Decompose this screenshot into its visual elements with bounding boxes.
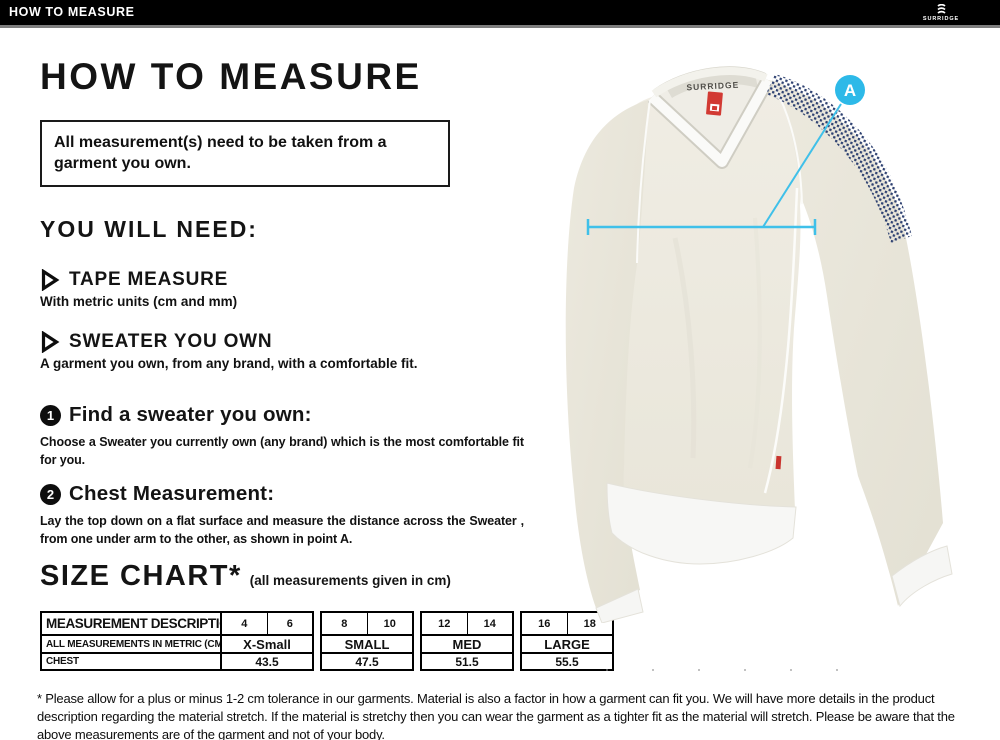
marker-a-label: A [844, 81, 856, 100]
step-2: 2 Chest Measurement: Lay the top down on… [40, 482, 524, 548]
sweater-left-cuff [595, 588, 644, 624]
table-header: ALL MEASUREMENTS IN METRIC (CM) [42, 634, 226, 652]
size-group-label: LARGE [522, 634, 612, 652]
collar-brand-text: SURRIDGE [686, 80, 739, 93]
sweater-svg: SURRIDGE [565, 66, 953, 624]
size-chart-title: SIZE CHART* [40, 560, 242, 592]
divider [0, 25, 1000, 28]
step-description: Choose a Sweater you currently own (any … [40, 435, 524, 468]
size-cell: 18 [566, 613, 613, 634]
sweater-right-sleeve [772, 84, 943, 606]
size-group-large: 16 18 LARGE 55.5 [520, 611, 614, 671]
you-will-need-heading: YOU WILL NEED: [40, 216, 258, 242]
size-cell: 12 [438, 617, 451, 630]
size-group-label: X-Small [222, 634, 312, 652]
surridge-s-icon [936, 4, 946, 14]
size-chart-label-column: MEASUREMENT DESCRIPTION ALL MEASUREMENTS… [40, 611, 239, 671]
faint-dotted-line [606, 669, 872, 671]
need-item-label: SWEATER YOU OWN [69, 331, 273, 352]
chest-value: 47.5 [322, 652, 412, 669]
size-group-med: 12 14 MED 51.5 [420, 611, 514, 671]
need-item-desc: With metric units (cm and mm) [40, 294, 238, 309]
brand-name: SURRIDGE [922, 16, 960, 22]
size-group-label: MED [422, 634, 512, 652]
need-item-sweater: SWEATER YOU OWN A garment you own, from … [40, 331, 510, 371]
note-box: All measurement(s) need to be taken from… [40, 120, 450, 187]
size-cell: 16 [538, 617, 551, 630]
chest-value: 55.5 [522, 652, 612, 669]
size-chart-subtitle: (all measurements given in cm) [249, 573, 451, 588]
brand-logo: SURRIDGE [918, 1, 964, 25]
step-title: Chest Measurement: [69, 482, 275, 505]
size-chart-table: MEASUREMENT DESCRIPTION ALL MEASUREMENTS… [40, 611, 614, 671]
need-item-label: TAPE MEASURE [69, 269, 229, 290]
size-group-xsmall: 4 6 X-Small 43.5 [220, 611, 314, 671]
step-1: 1 Find a sweater you own: Choose a Sweat… [40, 403, 524, 469]
need-item-tape-measure: TAPE MEASURE With metric units (cm and m… [40, 269, 510, 309]
chest-value: 51.5 [422, 652, 512, 669]
size-chart-heading: SIZE CHART* (all measurements given in c… [40, 560, 451, 593]
size-group-label: SMALL [322, 634, 412, 652]
measurement-annotation: A [586, 75, 865, 235]
shoulder-dot-panel [766, 74, 912, 243]
step-number-badge: 2 [40, 483, 61, 505]
triangle-bullet-icon [41, 269, 60, 291]
size-cell: 14 [466, 613, 513, 634]
size-cell: 4 [241, 617, 248, 630]
marker-a-circle [835, 75, 865, 105]
need-item-desc: A garment you own, from any brand, with … [40, 356, 418, 371]
footnote-text: * Please allow for a plus or minus 1-2 c… [37, 691, 955, 740]
top-bar-title: HOW TO MEASURE [9, 5, 135, 19]
top-bar: HOW TO MEASURE SURRIDGE [0, 0, 1000, 25]
collar-red-tag [706, 91, 723, 116]
sweater-right-cuff [891, 545, 953, 608]
size-group-small: 8 10 SMALL 47.5 [320, 611, 414, 671]
step-title: Find a sweater you own: [69, 403, 312, 426]
sweater-waistband [606, 482, 797, 565]
size-cell: 6 [266, 613, 313, 634]
page-title: HOW TO MEASURE [40, 56, 422, 97]
sweater-illustration: SURRIDGE [550, 28, 1000, 624]
table-header: MEASUREMENT DESCRIPTION [46, 616, 239, 631]
size-cell: 10 [366, 613, 413, 634]
sweater-torso [606, 80, 804, 509]
table-header: CHEST [42, 652, 220, 669]
size-cell: 8 [341, 617, 348, 630]
triangle-bullet-icon [41, 331, 60, 353]
pointer-line [762, 103, 842, 228]
side-red-tag [775, 455, 782, 470]
step-number-badge: 1 [40, 404, 61, 426]
step-description: Lay the top down on a flat surface and m… [40, 514, 524, 547]
chest-value: 43.5 [222, 652, 312, 669]
